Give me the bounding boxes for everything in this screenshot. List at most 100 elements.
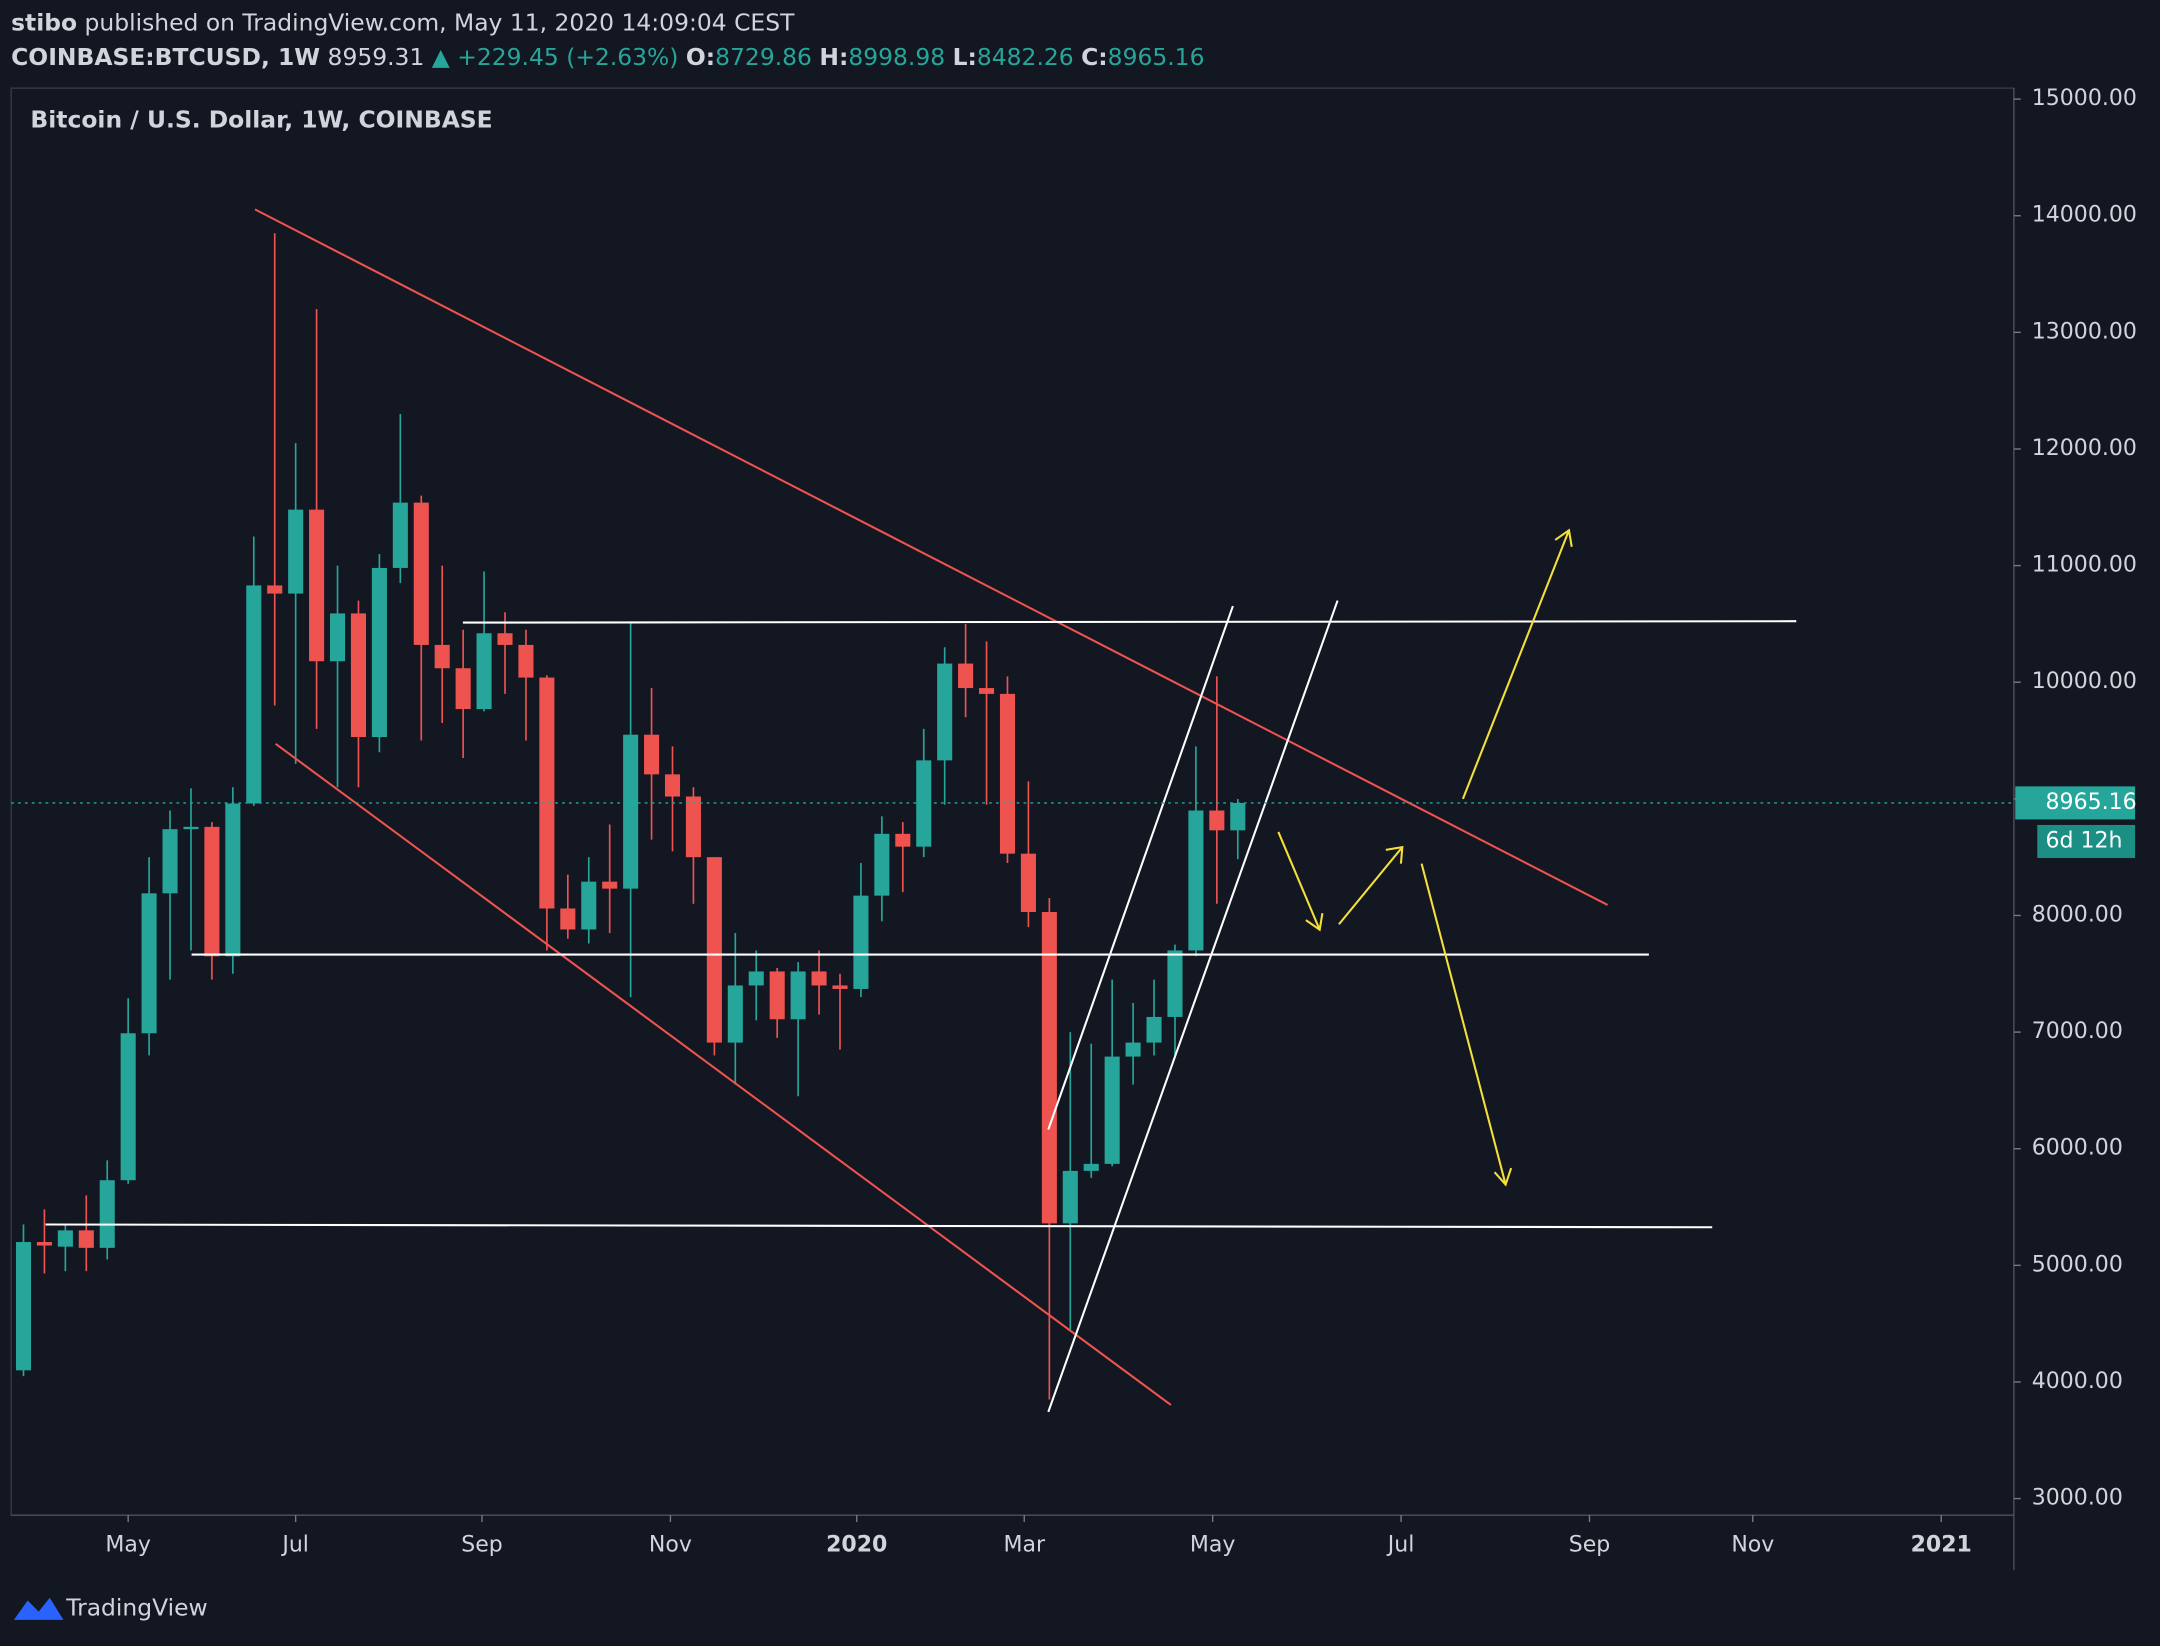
y-tick-label: 12000.00 bbox=[2032, 436, 2137, 461]
x-tick-label: Nov bbox=[1731, 1532, 1774, 1557]
channel-line bbox=[1047, 605, 1234, 1130]
channel-line bbox=[1047, 600, 1339, 1413]
x-tick-label: Sep bbox=[1569, 1532, 1611, 1557]
candle-body bbox=[874, 833, 890, 896]
candle-body bbox=[518, 644, 534, 678]
candle-body bbox=[958, 663, 974, 689]
c-label: C: bbox=[1081, 42, 1108, 70]
candle-body bbox=[602, 881, 618, 889]
candle-body bbox=[1146, 1016, 1162, 1043]
candle-body bbox=[99, 1180, 115, 1248]
header-line-2: COINBASE:BTCUSD, 1W 8959.31 ▲ +229.45 (+… bbox=[11, 42, 1204, 70]
arrow bbox=[1277, 831, 1324, 932]
candle-body bbox=[581, 881, 597, 930]
candle-body bbox=[1209, 810, 1225, 831]
candle-body bbox=[120, 1033, 136, 1181]
x-tick-label: May bbox=[105, 1532, 151, 1557]
y-tick-label: 8000.00 bbox=[2032, 902, 2123, 927]
candle-body bbox=[162, 829, 178, 894]
o-value: 8729.86 bbox=[715, 42, 812, 70]
candle-body bbox=[288, 509, 304, 594]
h-label: H: bbox=[819, 42, 848, 70]
candle-body bbox=[748, 971, 764, 986]
logo: TradingView bbox=[13, 1593, 208, 1621]
published: published on TradingView.com, May 11, 20… bbox=[77, 8, 795, 36]
candle-body bbox=[1167, 950, 1183, 1017]
candle-body bbox=[979, 688, 995, 694]
l-label: L: bbox=[953, 42, 977, 70]
candle-body bbox=[790, 971, 806, 1020]
countdown-box bbox=[2037, 824, 2136, 859]
last-price-label: 8965.16 bbox=[2046, 790, 2137, 815]
brand: TradingView bbox=[65, 1593, 207, 1621]
candle-body bbox=[225, 803, 241, 957]
candle-body bbox=[1083, 1163, 1099, 1171]
x-tick-label: 2021 bbox=[1911, 1532, 1972, 1557]
y-tick-label: 10000.00 bbox=[2032, 669, 2137, 694]
last-price-box bbox=[2015, 786, 2136, 820]
y-tick-label: 11000.00 bbox=[2032, 553, 2137, 578]
trend-line bbox=[254, 208, 1609, 906]
y-tick-label: 15000.00 bbox=[2032, 86, 2137, 111]
trend-line bbox=[274, 742, 1172, 1406]
candle-body bbox=[644, 734, 660, 775]
candle-body bbox=[183, 826, 199, 830]
marks: 3000.00 4000.00 5000.00 6000.00 7000.00 8000.… bbox=[15, 86, 2137, 1557]
candle-body bbox=[329, 613, 346, 662]
price: 8959.31 bbox=[328, 42, 425, 70]
candle-body bbox=[476, 633, 492, 710]
horizontal-line bbox=[45, 1223, 1713, 1229]
candle-body bbox=[1125, 1042, 1141, 1057]
candle-body bbox=[1062, 1170, 1078, 1224]
x-tick-label: Jul bbox=[1386, 1532, 1415, 1557]
candle-body bbox=[727, 985, 743, 1043]
candle-body bbox=[539, 677, 555, 909]
arrow bbox=[1338, 845, 1404, 925]
author: stibo bbox=[11, 8, 77, 36]
candle-body bbox=[916, 760, 932, 847]
o-label: O: bbox=[686, 42, 715, 70]
y-tick-label: 13000.00 bbox=[2032, 319, 2137, 344]
l-value: 8482.26 bbox=[977, 42, 1074, 70]
candle-body bbox=[769, 971, 785, 1020]
candle-body bbox=[309, 509, 325, 662]
candle-body bbox=[1188, 810, 1204, 951]
candle-body bbox=[664, 774, 681, 797]
arrow bbox=[1420, 863, 1513, 1187]
candle-body bbox=[141, 893, 157, 1034]
candle-body bbox=[685, 796, 701, 858]
countdown-label: 6d 12h bbox=[2046, 828, 2123, 853]
candle-body bbox=[78, 1230, 94, 1248]
candle-body bbox=[267, 585, 283, 594]
candle-body bbox=[1104, 1056, 1120, 1164]
candle-body bbox=[999, 693, 1016, 854]
candle-body bbox=[623, 734, 639, 889]
h-value: 8998.98 bbox=[848, 42, 945, 70]
candle-body bbox=[497, 633, 513, 645]
candle-body bbox=[895, 833, 911, 847]
x-tick-label: Jul bbox=[280, 1532, 309, 1557]
x-tick-label: Mar bbox=[1003, 1532, 1045, 1557]
candle-body bbox=[434, 644, 450, 669]
candle-body bbox=[413, 502, 429, 645]
candle-body bbox=[937, 663, 953, 761]
y-tick-label: 6000.00 bbox=[2032, 1136, 2123, 1161]
candle-body bbox=[1230, 802, 1246, 831]
candle-body bbox=[853, 895, 869, 989]
candle-body bbox=[811, 971, 827, 986]
candle-body bbox=[15, 1242, 32, 1371]
drawings bbox=[45, 208, 1797, 1413]
candle-body bbox=[246, 585, 262, 804]
symbol: COINBASE:BTCUSD, 1W bbox=[11, 42, 320, 70]
header-line-1: stibo published on TradingView.com, May … bbox=[11, 8, 795, 36]
candle-body bbox=[1020, 853, 1036, 912]
candle-body bbox=[832, 985, 848, 989]
chart-title: Bitcoin / U.S. Dollar, 1W, COINBASE bbox=[30, 106, 492, 134]
x-tick-label: Sep bbox=[461, 1532, 503, 1557]
horizontal-line bbox=[462, 620, 1797, 624]
logo-icon bbox=[13, 1597, 64, 1620]
y-tick-label: 3000.00 bbox=[2032, 1486, 2123, 1511]
